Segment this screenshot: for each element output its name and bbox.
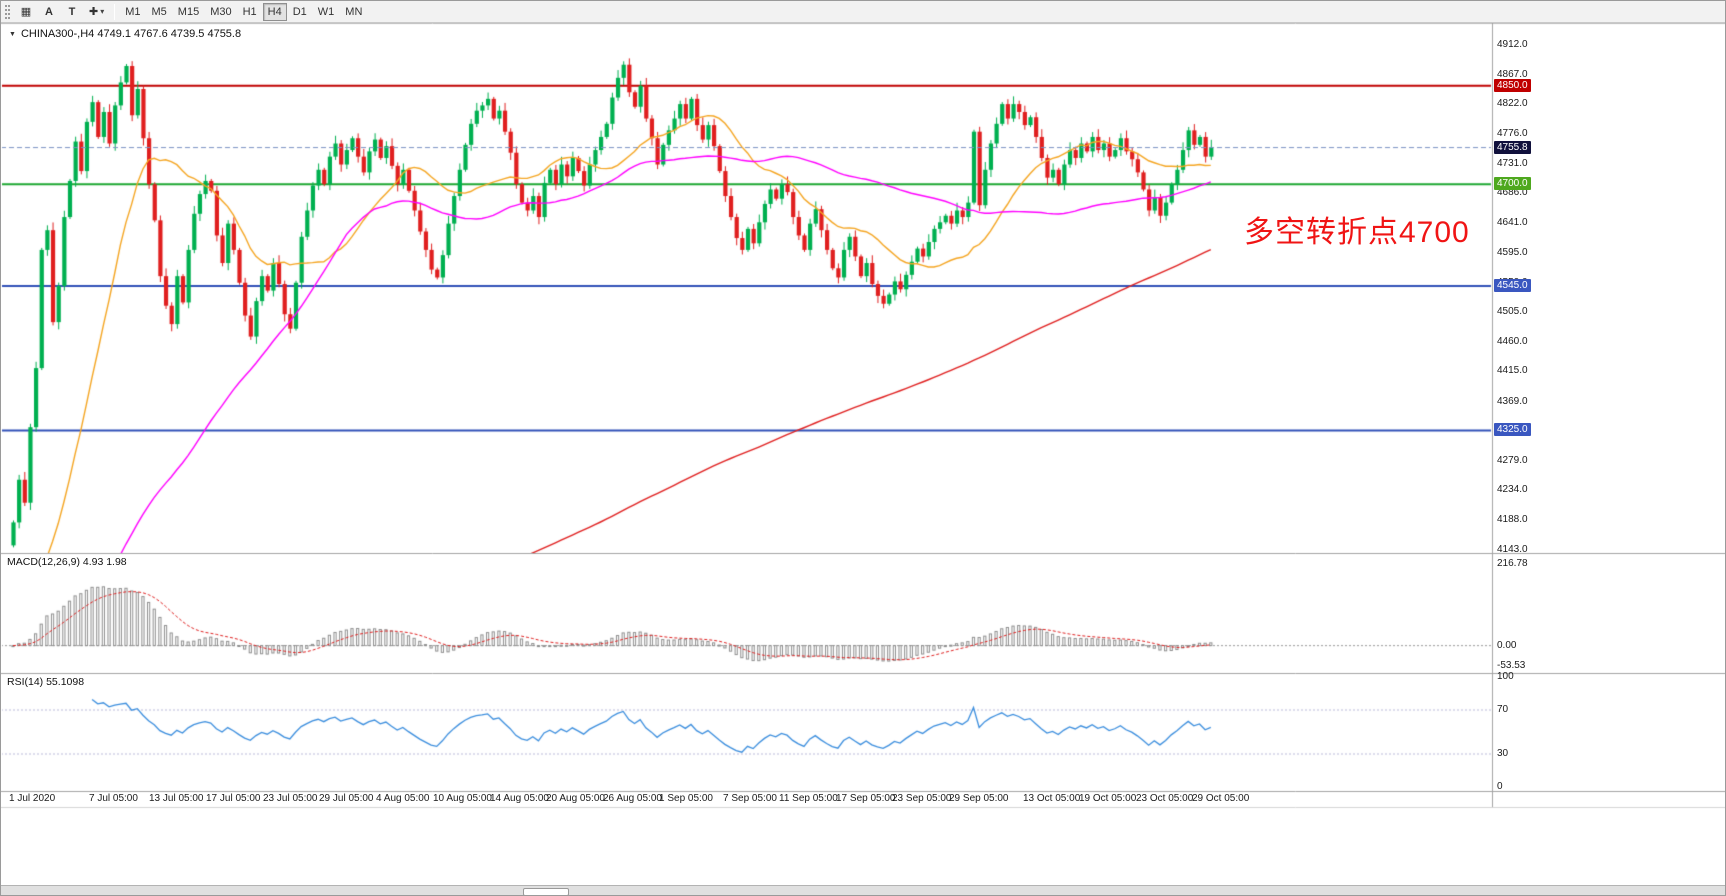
toolbar-drag-handle[interactable] xyxy=(5,4,10,19)
timeframe-button-m1[interactable]: M1 xyxy=(120,3,145,21)
timeframe-button-mn[interactable]: MN xyxy=(340,3,367,21)
window-bottom-strip xyxy=(1,885,1725,895)
arrow-tool-button[interactable]: A xyxy=(38,3,60,21)
timeframe-button-m30[interactable]: M30 xyxy=(205,3,236,21)
chevron-down-icon: ▾ xyxy=(100,7,105,16)
timeframe-button-h4[interactable]: H4 xyxy=(262,2,287,21)
timeframe-button-m5[interactable]: M5 xyxy=(147,3,172,21)
text-tool-button[interactable]: T xyxy=(61,3,83,21)
toolbar-separator xyxy=(114,3,116,20)
timeframe-button-d1[interactable]: D1 xyxy=(288,3,312,21)
timeframe-button-w1[interactable]: W1 xyxy=(313,3,340,21)
cursor-tool-dropdown[interactable]: ✚ ▾ xyxy=(84,3,109,21)
chart-canvas[interactable] xyxy=(1,23,1725,885)
timeframe-button-h1[interactable]: H1 xyxy=(238,3,262,21)
crosshair-icon: ✚ xyxy=(89,6,99,18)
grid-tool-button[interactable]: ▦ xyxy=(15,3,37,21)
chart-text-annotation[interactable]: 多空转折点4700 xyxy=(1244,216,1470,249)
toolbar: ▦ A T ✚ ▾ M1 M5 M15 M30 H1 H4 D1 W1 MN xyxy=(1,1,1725,23)
scrollbar-thumb[interactable] xyxy=(523,888,569,895)
timeframe-button-m15[interactable]: M15 xyxy=(173,3,204,21)
